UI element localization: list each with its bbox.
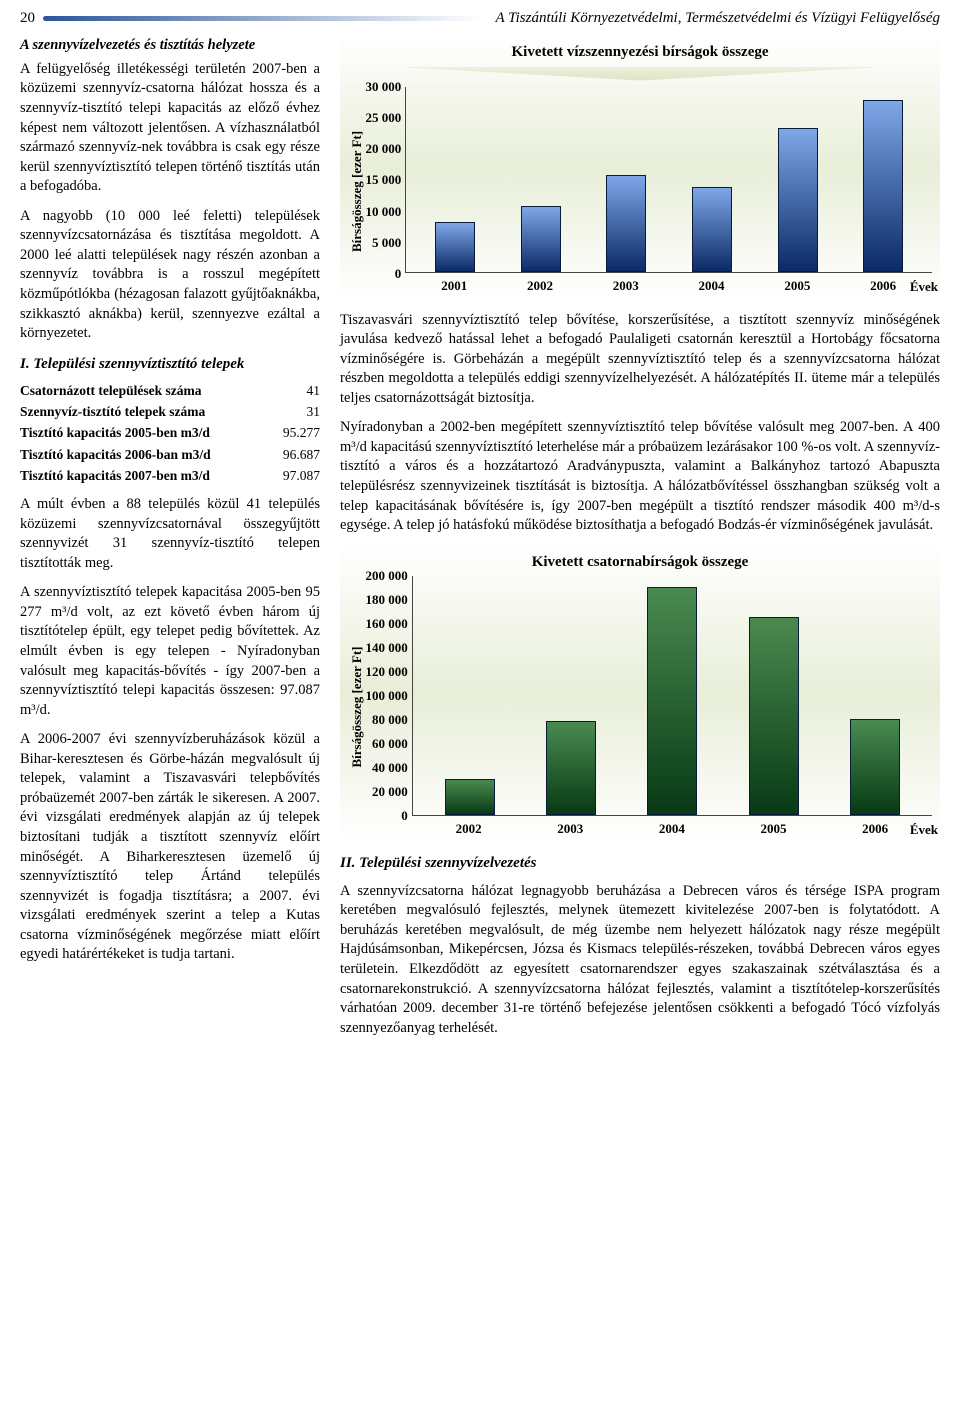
right-column: Kivetett vízszennyezési bírságok összege… <box>340 36 940 1048</box>
stat-label: Csatornázott települések száma <box>20 382 201 400</box>
x-tick: 2003 <box>583 277 669 295</box>
bar <box>606 175 646 272</box>
y-axis-ticks: 30 00025 00020 00015 00010 0005 0000 <box>366 87 406 275</box>
x-axis-ticks: 200120022003200420052006 <box>405 273 932 295</box>
page-header: 20 A Tiszántúli Környezetvédelmi, Termés… <box>20 8 940 28</box>
header-rule <box>43 16 481 21</box>
header-title: A Tiszántúli Környezetvédelmi, Természet… <box>495 8 940 28</box>
bar <box>863 100 903 272</box>
stat-label: Szennyvíz-tisztító telepek száma <box>20 403 205 421</box>
decor-arrow <box>388 67 892 81</box>
x-axis-label-extra: Évek <box>910 278 938 296</box>
x-axis-label-extra: Évek <box>910 821 938 839</box>
left-paragraph: A szennyvíztisztító telepek kapacitása 2… <box>20 583 320 720</box>
x-tick: 2004 <box>621 820 723 838</box>
x-tick: 2002 <box>497 277 583 295</box>
stat-value: 95.277 <box>275 424 320 442</box>
bar <box>445 779 495 815</box>
page-number: 20 <box>20 8 35 28</box>
section-title-sewage: A szennyvízelvezetés és tisztítás helyze… <box>20 36 320 56</box>
stat-label: Tisztító kapacitás 2006-ban m3/d <box>20 446 211 464</box>
stat-value: 41 <box>299 382 321 400</box>
table-row: Tisztító kapacitás 2006-ban m3/d 96.687 <box>20 446 320 464</box>
x-tick: 2005 <box>723 820 825 838</box>
chart-sewer-fines: Kivetett csatornabírságok összege Bírság… <box>340 546 940 842</box>
stats-table: Csatornázott települések száma 41 Szenny… <box>20 382 320 485</box>
x-tick: 2002 <box>418 820 520 838</box>
left-paragraph: A múlt évben a 88 település közül 41 tel… <box>20 495 320 573</box>
bar <box>778 128 818 272</box>
bar <box>521 206 561 272</box>
left-paragraph: A felügyelőség illetékességi területén 2… <box>20 60 320 197</box>
y-axis-label: Bírságösszeg [ezer Ft] <box>348 576 366 838</box>
bar <box>435 222 475 272</box>
table-row: Csatornázott települések száma 41 <box>20 382 320 400</box>
bar <box>546 721 596 815</box>
x-tick: 2003 <box>519 820 621 838</box>
x-tick: 2004 <box>669 277 755 295</box>
bar <box>647 587 697 815</box>
left-column: A szennyvízelvezetés és tisztítás helyze… <box>20 36 320 1048</box>
x-tick: 2005 <box>754 277 840 295</box>
table-row: Tisztító kapacitás 2007-ben m3/d 97.087 <box>20 467 320 485</box>
x-tick: 2001 <box>411 277 497 295</box>
stat-label: Tisztító kapacitás 2005-ben m3/d <box>20 424 210 442</box>
table-row: Szennyvíz-tisztító telepek száma 31 <box>20 403 320 421</box>
y-axis-ticks: 200 000180 000160 000140 000120 000100 0… <box>366 576 412 816</box>
plot-area: Évek <box>412 576 932 816</box>
stat-label: Tisztító kapacitás 2007-ben m3/d <box>20 467 210 485</box>
bar <box>749 617 799 815</box>
left-paragraph: A 2006-2007 évi szennyvízberuházások köz… <box>20 730 320 965</box>
chart-title: Kivetett csatornabírságok összege <box>348 552 932 572</box>
section-title-i: I. Települési szennyvíztisztító telepek <box>20 354 320 374</box>
section-title-ii: II. Települési szennyvízelvezetés <box>340 853 940 873</box>
bar <box>692 187 732 272</box>
bar <box>850 719 900 815</box>
chart-water-pollution-fines: Kivetett vízszennyezési bírságok összege… <box>340 36 940 298</box>
x-axis-ticks: 20022003200420052006 <box>412 816 932 838</box>
stat-value: 97.087 <box>275 467 320 485</box>
chart-title: Kivetett vízszennyezési bírságok összege <box>348 42 932 62</box>
stat-value: 96.687 <box>275 446 320 464</box>
right-paragraph: A szennyvízcsatorna hálózat legnagyobb b… <box>340 882 940 1039</box>
plot-area: Évek <box>405 87 932 273</box>
stat-value: 31 <box>299 403 321 421</box>
y-axis-label: Bírságösszeg [ezer Ft] <box>348 87 366 295</box>
right-paragraph: Tiszavasvári szennyvíztisztító telep bőv… <box>340 311 940 409</box>
table-row: Tisztító kapacitás 2005-ben m3/d 95.277 <box>20 424 320 442</box>
left-paragraph: A nagyobb (10 000 leé feletti) település… <box>20 207 320 344</box>
right-paragraph: Nyíradonyban a 2002-ben megépített szenn… <box>340 418 940 535</box>
